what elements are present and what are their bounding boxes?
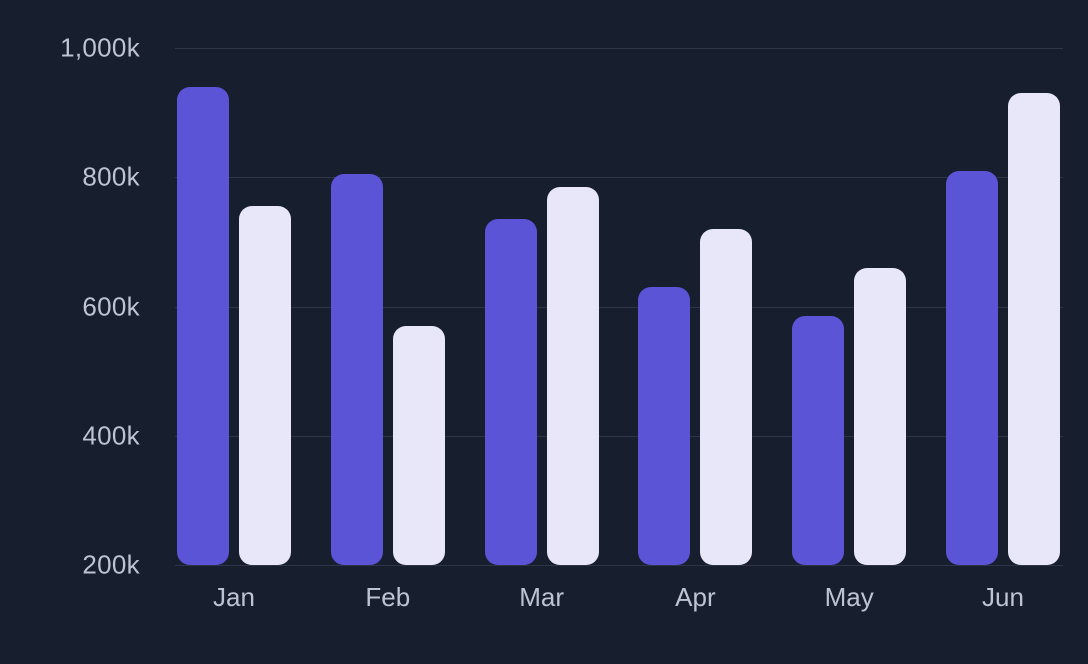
y-axis-label: 400k: [82, 420, 140, 451]
bar-series-2[interactable]: [239, 206, 291, 565]
bar-series-2[interactable]: [546, 186, 599, 565]
x-axis-label: Apr: [675, 582, 716, 612]
plot-area: Jan Feb Mar Apr May Jun: [175, 48, 1063, 612]
x-axis-label: Jan: [213, 582, 255, 612]
bar-series-2[interactable]: [392, 325, 445, 565]
bar-series-1[interactable]: [945, 170, 998, 565]
bar-series-2[interactable]: [1007, 93, 1060, 565]
x-axis-label: May: [824, 582, 874, 612]
bar-series-1[interactable]: [330, 174, 383, 565]
y-axis-label: 600k: [82, 291, 140, 321]
bar-group: May: [792, 48, 907, 612]
bar-series-1[interactable]: [638, 287, 691, 565]
y-axis-labels: 1,000k 800k 600k 400k 200k: [0, 33, 140, 580]
gridline: [175, 48, 1063, 49]
y-axis-label: 800k: [82, 161, 140, 192]
y-axis-label: 1,000k: [60, 32, 140, 63]
bar-series-2[interactable]: [854, 267, 907, 565]
bar-series-1[interactable]: [792, 316, 845, 565]
bar-group: Mar: [484, 48, 599, 612]
bar-group: Jan: [177, 48, 291, 612]
x-axis-label: Jun: [982, 582, 1024, 612]
bar-series-1[interactable]: [177, 86, 229, 565]
gridline: [175, 177, 1063, 179]
bar-series-2[interactable]: [700, 228, 753, 565]
bar-group: Apr: [638, 48, 753, 612]
gridline: [175, 565, 1063, 566]
bar-groups: Jan Feb Mar Apr May Jun: [175, 48, 1063, 612]
gridline: [175, 306, 1063, 308]
bar-group: Jun: [945, 48, 1060, 612]
x-axis-label: Mar: [519, 582, 564, 612]
gridline: [175, 435, 1063, 437]
bar-series-1[interactable]: [484, 219, 537, 565]
y-axis-label: 200k: [82, 549, 140, 580]
bar-group: Feb: [330, 48, 445, 612]
x-axis-label: Feb: [365, 582, 411, 612]
